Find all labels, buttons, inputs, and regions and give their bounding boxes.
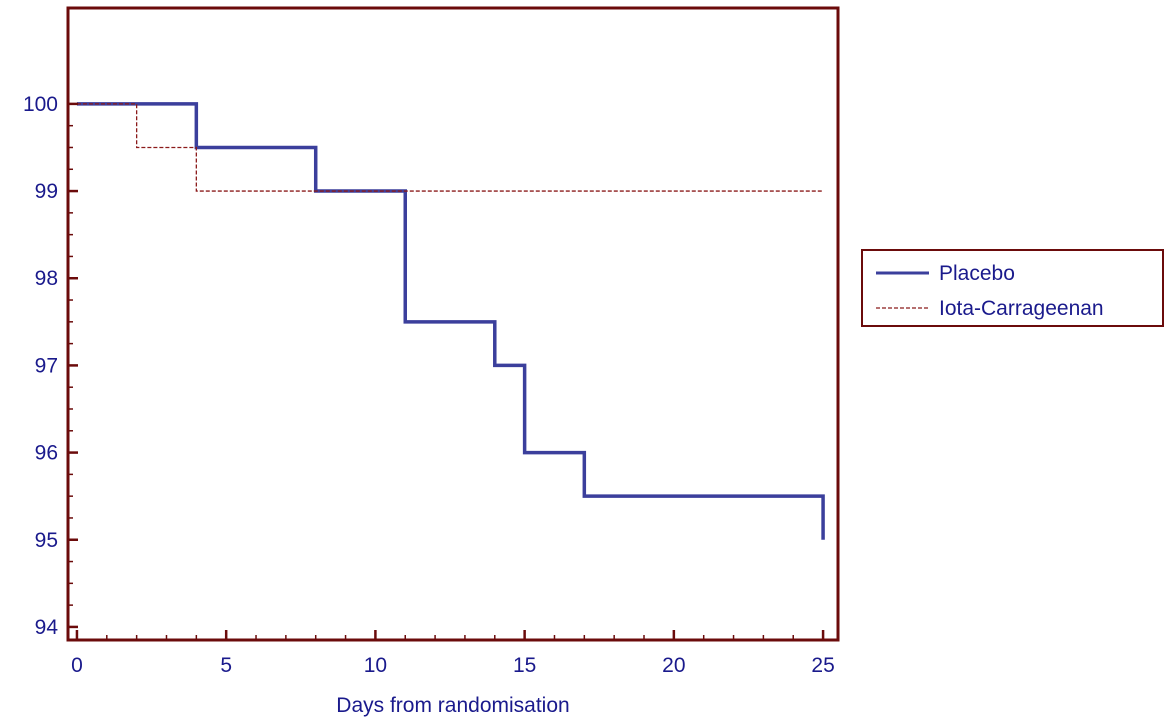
y-tick-label: 96 [35, 442, 58, 465]
y-tick-label: 99 [35, 180, 58, 203]
y-tick-label: 100 [23, 93, 58, 116]
x-tick-label: 25 [811, 654, 834, 677]
x-axis-label: Days from randomisation [336, 694, 569, 717]
series-line-iota-carrageenan [76, 103, 824, 192]
x-tick-label: 10 [364, 654, 387, 677]
x-tick-label: 15 [513, 654, 536, 677]
x-axis: 0 5 10 15 20 25 [71, 630, 835, 677]
y-tick-label: 95 [35, 529, 58, 552]
y-axis: 94 95 96 97 98 99 100 [23, 93, 78, 639]
legend-label-iota-carrageenan: Iota-Carrageenan [939, 297, 1104, 320]
series-line-placebo [76, 102, 825, 540]
y-tick-label: 97 [35, 354, 58, 377]
legend: Placebo Iota-Carrageenan [861, 249, 1164, 327]
y-tick-label: 98 [35, 267, 58, 290]
x-tick-label: 20 [662, 654, 685, 677]
y-tick-label: 94 [35, 616, 59, 639]
legend-box [861, 249, 1164, 327]
legend-label-placebo: Placebo [939, 262, 1015, 285]
plot-frame [66, 6, 840, 642]
series-layer [76, 102, 825, 540]
x-tick-label: 0 [71, 654, 83, 677]
x-tick-label: 5 [220, 654, 232, 677]
